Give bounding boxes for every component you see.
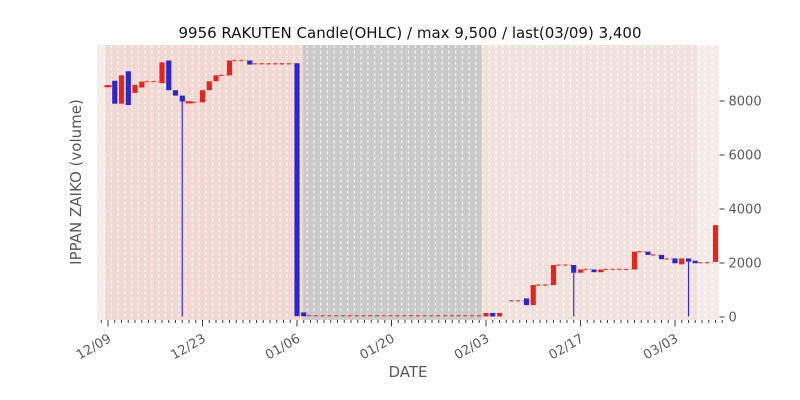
x-tick-label: 03/03 [641, 331, 681, 363]
chart-title: 9956 RAKUTEN Candle(OHLC) / max 9,500 / … [178, 24, 642, 42]
y-tick-label: 0 [729, 311, 737, 326]
candle-up [679, 258, 685, 265]
period-gray-gap [303, 45, 482, 320]
candle-up [206, 81, 212, 91]
candle-up [631, 251, 638, 270]
x-axis-label: DATE [388, 363, 428, 381]
candle-down [658, 254, 665, 260]
candle-down [112, 80, 118, 104]
candle-down [166, 60, 172, 91]
x-tick-label: 01/06 [263, 331, 303, 363]
x-tick-label: 12/23 [169, 331, 209, 363]
y-tick-label: 2000 [729, 257, 762, 272]
candle-up [712, 225, 719, 262]
candle-up [118, 75, 125, 104]
candle-down [685, 258, 692, 262]
y-tick-label: 4000 [729, 203, 762, 218]
candle-down [179, 95, 185, 102]
candle-down [490, 312, 496, 317]
candle-up [483, 312, 489, 317]
candle-down [672, 258, 678, 264]
candle-up [159, 62, 165, 84]
candle-down [523, 298, 530, 306]
candle-down [125, 71, 131, 106]
x-tick-label: 12/09 [74, 331, 114, 363]
candle-down [571, 265, 577, 273]
period-pink-right [481, 45, 697, 320]
x-tick-label: 02/03 [452, 331, 492, 363]
candle-down [172, 90, 179, 96]
candle-up [550, 265, 557, 285]
candle-up [598, 269, 604, 273]
candle-up [226, 60, 233, 76]
y-tick-label: 8000 [729, 95, 762, 110]
candle-up [530, 285, 536, 306]
candle-down [294, 63, 300, 317]
x-tick-label: 02/17 [547, 331, 587, 363]
candle-up [139, 81, 145, 88]
candle-up [213, 75, 219, 82]
candle-down [591, 269, 597, 273]
candle-up [132, 84, 138, 93]
candle-down [301, 312, 307, 317]
candle-flat [185, 101, 193, 104]
candle-flat [104, 85, 112, 88]
candle-down [692, 260, 698, 264]
y-tick-label: 6000 [729, 149, 762, 164]
candle-down [645, 251, 651, 255]
candle-down [247, 60, 253, 65]
candle-up [496, 312, 503, 317]
x-tick-label: 01/20 [358, 331, 398, 363]
candle-up [577, 269, 584, 273]
candle-up [199, 90, 206, 103]
